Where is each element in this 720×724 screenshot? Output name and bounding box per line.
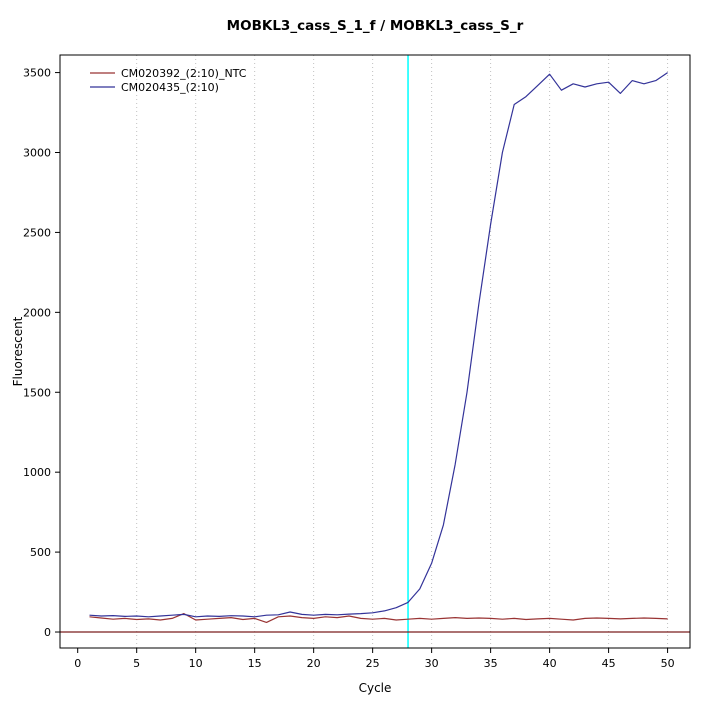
chart-title: MOBKL3_cass_S_1_f / MOBKL3_cass_S_r bbox=[227, 18, 524, 34]
plot-box bbox=[59, 54, 691, 649]
svg-text:50: 50 bbox=[661, 657, 675, 670]
svg-text:2000: 2000 bbox=[23, 306, 51, 319]
svg-text:0: 0 bbox=[74, 657, 81, 670]
svg-text:20: 20 bbox=[307, 657, 321, 670]
svg-text:25: 25 bbox=[366, 657, 380, 670]
svg-text:0: 0 bbox=[44, 626, 51, 639]
plot-area: 0 5 10 15 20 25 30 35 40 45 5005001000150020002500… bbox=[11, 54, 691, 695]
svg-text:35: 35 bbox=[484, 657, 498, 670]
svg-text:3500: 3500 bbox=[23, 67, 51, 80]
svg-text:10: 10 bbox=[189, 657, 203, 670]
y-axis: 0 500 1000 1500 2000 2500 3000 3500 bbox=[23, 67, 60, 639]
svg-text:1000: 1000 bbox=[23, 466, 51, 479]
series-line-1 bbox=[89, 72, 668, 618]
x-axis-label: Cycle bbox=[359, 681, 392, 695]
svg-text:2500: 2500 bbox=[23, 226, 51, 239]
x-axis: 0 5 10 15 20 25 30 35 40 45 50 bbox=[74, 648, 675, 670]
legend-entry-label: CM020392_(2:10)_NTC bbox=[121, 67, 247, 80]
legend-entry-label: CM020435_(2:10) bbox=[121, 81, 219, 94]
gridlines bbox=[136, 55, 669, 648]
svg-text:5: 5 bbox=[133, 657, 140, 670]
svg-text:15: 15 bbox=[248, 657, 262, 670]
svg-text:45: 45 bbox=[602, 657, 616, 670]
svg-text:500: 500 bbox=[30, 546, 51, 559]
y-axis-label: Fluorescent bbox=[11, 316, 25, 386]
svg-text:40: 40 bbox=[543, 657, 557, 670]
svg-text:30: 30 bbox=[425, 657, 439, 670]
svg-text:3000: 3000 bbox=[23, 147, 51, 160]
svg-text:1500: 1500 bbox=[23, 386, 51, 399]
